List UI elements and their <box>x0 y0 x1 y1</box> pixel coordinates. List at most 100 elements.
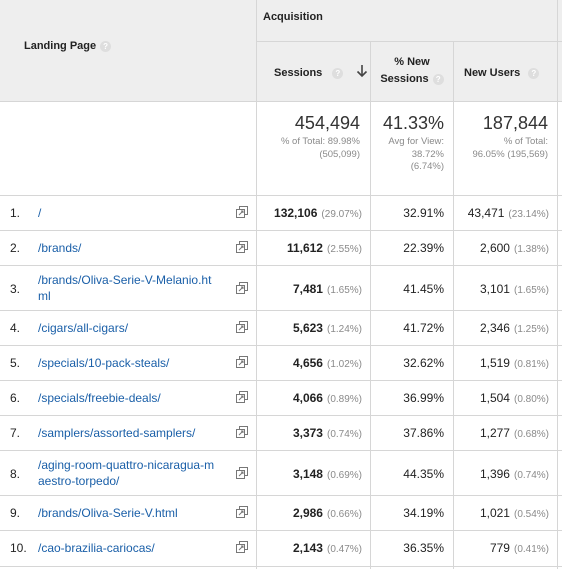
new-users-percent: (0.54%) <box>513 509 549 520</box>
sessions-header[interactable]: Sessions? <box>274 65 344 82</box>
open-in-new-window-icon[interactable] <box>236 467 248 479</box>
new-sessions-cell: 32.91% <box>403 206 444 220</box>
sessions-value: 3,148 <box>292 467 323 481</box>
table-row: 8. /aging-room-quattro-nicaragua-m aestro… <box>0 451 562 495</box>
help-icon[interactable]: ? <box>432 73 444 85</box>
landing-page-link[interactable]: /cigars/all-cigars/ <box>38 320 231 336</box>
sessions-percent: (29.07%) <box>321 209 362 220</box>
new-users-percent: (1.38%) <box>513 244 549 255</box>
row-rank: 5. <box>10 356 21 370</box>
new-sessions-header[interactable]: % New Sessions? <box>377 54 447 88</box>
sessions-value: 2,986 <box>292 506 323 520</box>
sort-descending-icon[interactable] <box>356 64 368 78</box>
row-divider <box>0 265 562 266</box>
new-users-cell: 3,101 (1.65%) <box>455 282 549 296</box>
total-new-users-percent: 96.05% (195,569) <box>472 148 548 160</box>
sessions-cell: 7,481 (1.65%) <box>258 282 362 296</box>
landing-page-link[interactable]: /specials/freebie-deals/ <box>38 390 231 406</box>
avg-new-sessions-view: 38.72% <box>411 148 444 160</box>
new-users-value: 43,471 <box>467 206 505 220</box>
sessions-cell: 3,373 (0.74%) <box>258 426 362 440</box>
new-users-percent: (0.74%) <box>513 470 549 481</box>
landing-page-link[interactable]: /brands/ <box>38 240 231 256</box>
sessions-percent: (1.24%) <box>326 324 362 335</box>
total-new-users: 187,844 <box>482 113 548 133</box>
sessions-cell: 3,148 (0.69%) <box>258 467 362 481</box>
help-icon[interactable]: ? <box>100 40 112 52</box>
landing-page-path: /samplers/assorted-samplers/ <box>38 426 196 440</box>
new-users-cell: 779 (0.41%) <box>455 541 549 555</box>
new-users-header[interactable]: New Users? <box>464 65 540 82</box>
table-row: 1. / 132,106 (29.07%) 32.91% 43,471 (23.14… <box>0 196 562 230</box>
new-users-percent: (1.65%) <box>513 285 549 296</box>
row-rank: 2. <box>10 241 21 255</box>
sessions-percent: (1.65%) <box>326 285 362 296</box>
total-new-users-subtext: % of Total: 96.05% (195,569) <box>440 136 548 161</box>
open-in-new-window-icon[interactable] <box>236 356 248 368</box>
new-users-cell: 1,519 (0.81%) <box>455 356 549 370</box>
new-sessions-cell: 36.35% <box>403 541 444 555</box>
new-sessions-cell: 32.62% <box>403 356 444 370</box>
sessions-cell: 2,143 (0.47%) <box>258 541 362 555</box>
table-row: 7. /samplers/assorted-samplers/ 3,373 (0.… <box>0 416 562 450</box>
new-users-value: 1,519 <box>479 356 510 370</box>
column-divider <box>557 0 558 569</box>
landing-page-link[interactable]: /brands/Oliva-Serie-V.html <box>38 505 231 521</box>
help-icon[interactable]: ? <box>332 67 344 79</box>
table-row: 4. /cigars/all-cigars/ 5,623 (1.24%) 41.7… <box>0 311 562 345</box>
sessions-value: 7,481 <box>292 282 323 296</box>
row-divider <box>0 345 562 346</box>
new-users-value: 779 <box>489 541 510 555</box>
row-rank: 8. <box>10 467 21 481</box>
table-header <box>0 0 562 101</box>
new-sessions-header-line2: Sessions <box>380 73 429 85</box>
landing-page-path: /brands/ <box>38 241 82 255</box>
landing-page-link[interactable]: /specials/10-pack-steals/ <box>38 355 231 371</box>
new-users-value: 3,101 <box>479 282 510 296</box>
sessions-percent: (0.47%) <box>326 544 362 555</box>
table-row: 6. /specials/freebie-deals/ 4,066 (0.89%)… <box>0 381 562 415</box>
table-row: 9. /brands/Oliva-Serie-V.html 2,986 (0.66… <box>0 496 562 530</box>
help-icon[interactable]: ? <box>528 67 540 79</box>
sessions-percent: (2.55%) <box>326 244 362 255</box>
row-rank: 4. <box>10 321 21 335</box>
new-sessions-cell: 34.19% <box>403 506 444 520</box>
new-users-percent: (23.14%) <box>508 209 549 220</box>
landing-page-path: / <box>38 206 42 220</box>
row-divider <box>0 530 562 531</box>
sessions-percent: (0.69%) <box>326 470 362 481</box>
landing-page-path: /aging-room-quattro-nicaragua-m <box>38 458 215 472</box>
new-users-value: 1,277 <box>479 426 510 440</box>
open-in-new-window-icon[interactable] <box>236 391 248 403</box>
landing-page-link[interactable]: /samplers/assorted-samplers/ <box>38 425 231 441</box>
landing-page-link[interactable]: /aging-room-quattro-nicaragua-m aestro-to… <box>38 457 231 489</box>
open-in-new-window-icon[interactable] <box>236 321 248 333</box>
open-in-new-window-icon[interactable] <box>236 206 248 218</box>
landing-page-link[interactable]: /brands/Oliva-Serie-V-Melanio.ht ml <box>38 272 231 304</box>
open-in-new-window-icon[interactable] <box>236 541 248 553</box>
open-in-new-window-icon[interactable] <box>236 241 248 253</box>
sessions-cell: 11,612 (2.55%) <box>258 241 362 255</box>
landing-page-path: /cigars/all-cigars/ <box>38 321 129 335</box>
landing-page-link[interactable]: /cao-brazilia-cariocas/ <box>38 540 231 556</box>
new-users-cell: 1,396 (0.74%) <box>455 467 549 481</box>
landing-page-link[interactable]: / <box>38 205 231 221</box>
new-sessions-cell: 36.99% <box>403 391 444 405</box>
new-sessions-header-line1: % New <box>394 56 430 68</box>
open-in-new-window-icon[interactable] <box>236 282 248 294</box>
new-sessions-cell: 22.39% <box>403 241 444 255</box>
landing-page-header[interactable]: Landing Page? <box>24 38 112 55</box>
row-divider <box>0 450 562 451</box>
new-users-value: 2,346 <box>479 321 510 335</box>
landing-page-path: /cao-brazilia-cariocas/ <box>38 541 155 555</box>
sessions-percent: (0.74%) <box>326 429 362 440</box>
total-sessions-overall: (505,099) <box>319 148 360 160</box>
open-in-new-window-icon[interactable] <box>236 426 248 438</box>
new-users-percent: (0.80%) <box>513 394 549 405</box>
open-in-new-window-icon[interactable] <box>236 506 248 518</box>
header-divider <box>256 41 562 42</box>
new-users-cell: 2,600 (1.38%) <box>455 241 549 255</box>
new-users-percent: (0.81%) <box>513 359 549 370</box>
landing-page-header-label: Landing Page <box>24 40 97 52</box>
